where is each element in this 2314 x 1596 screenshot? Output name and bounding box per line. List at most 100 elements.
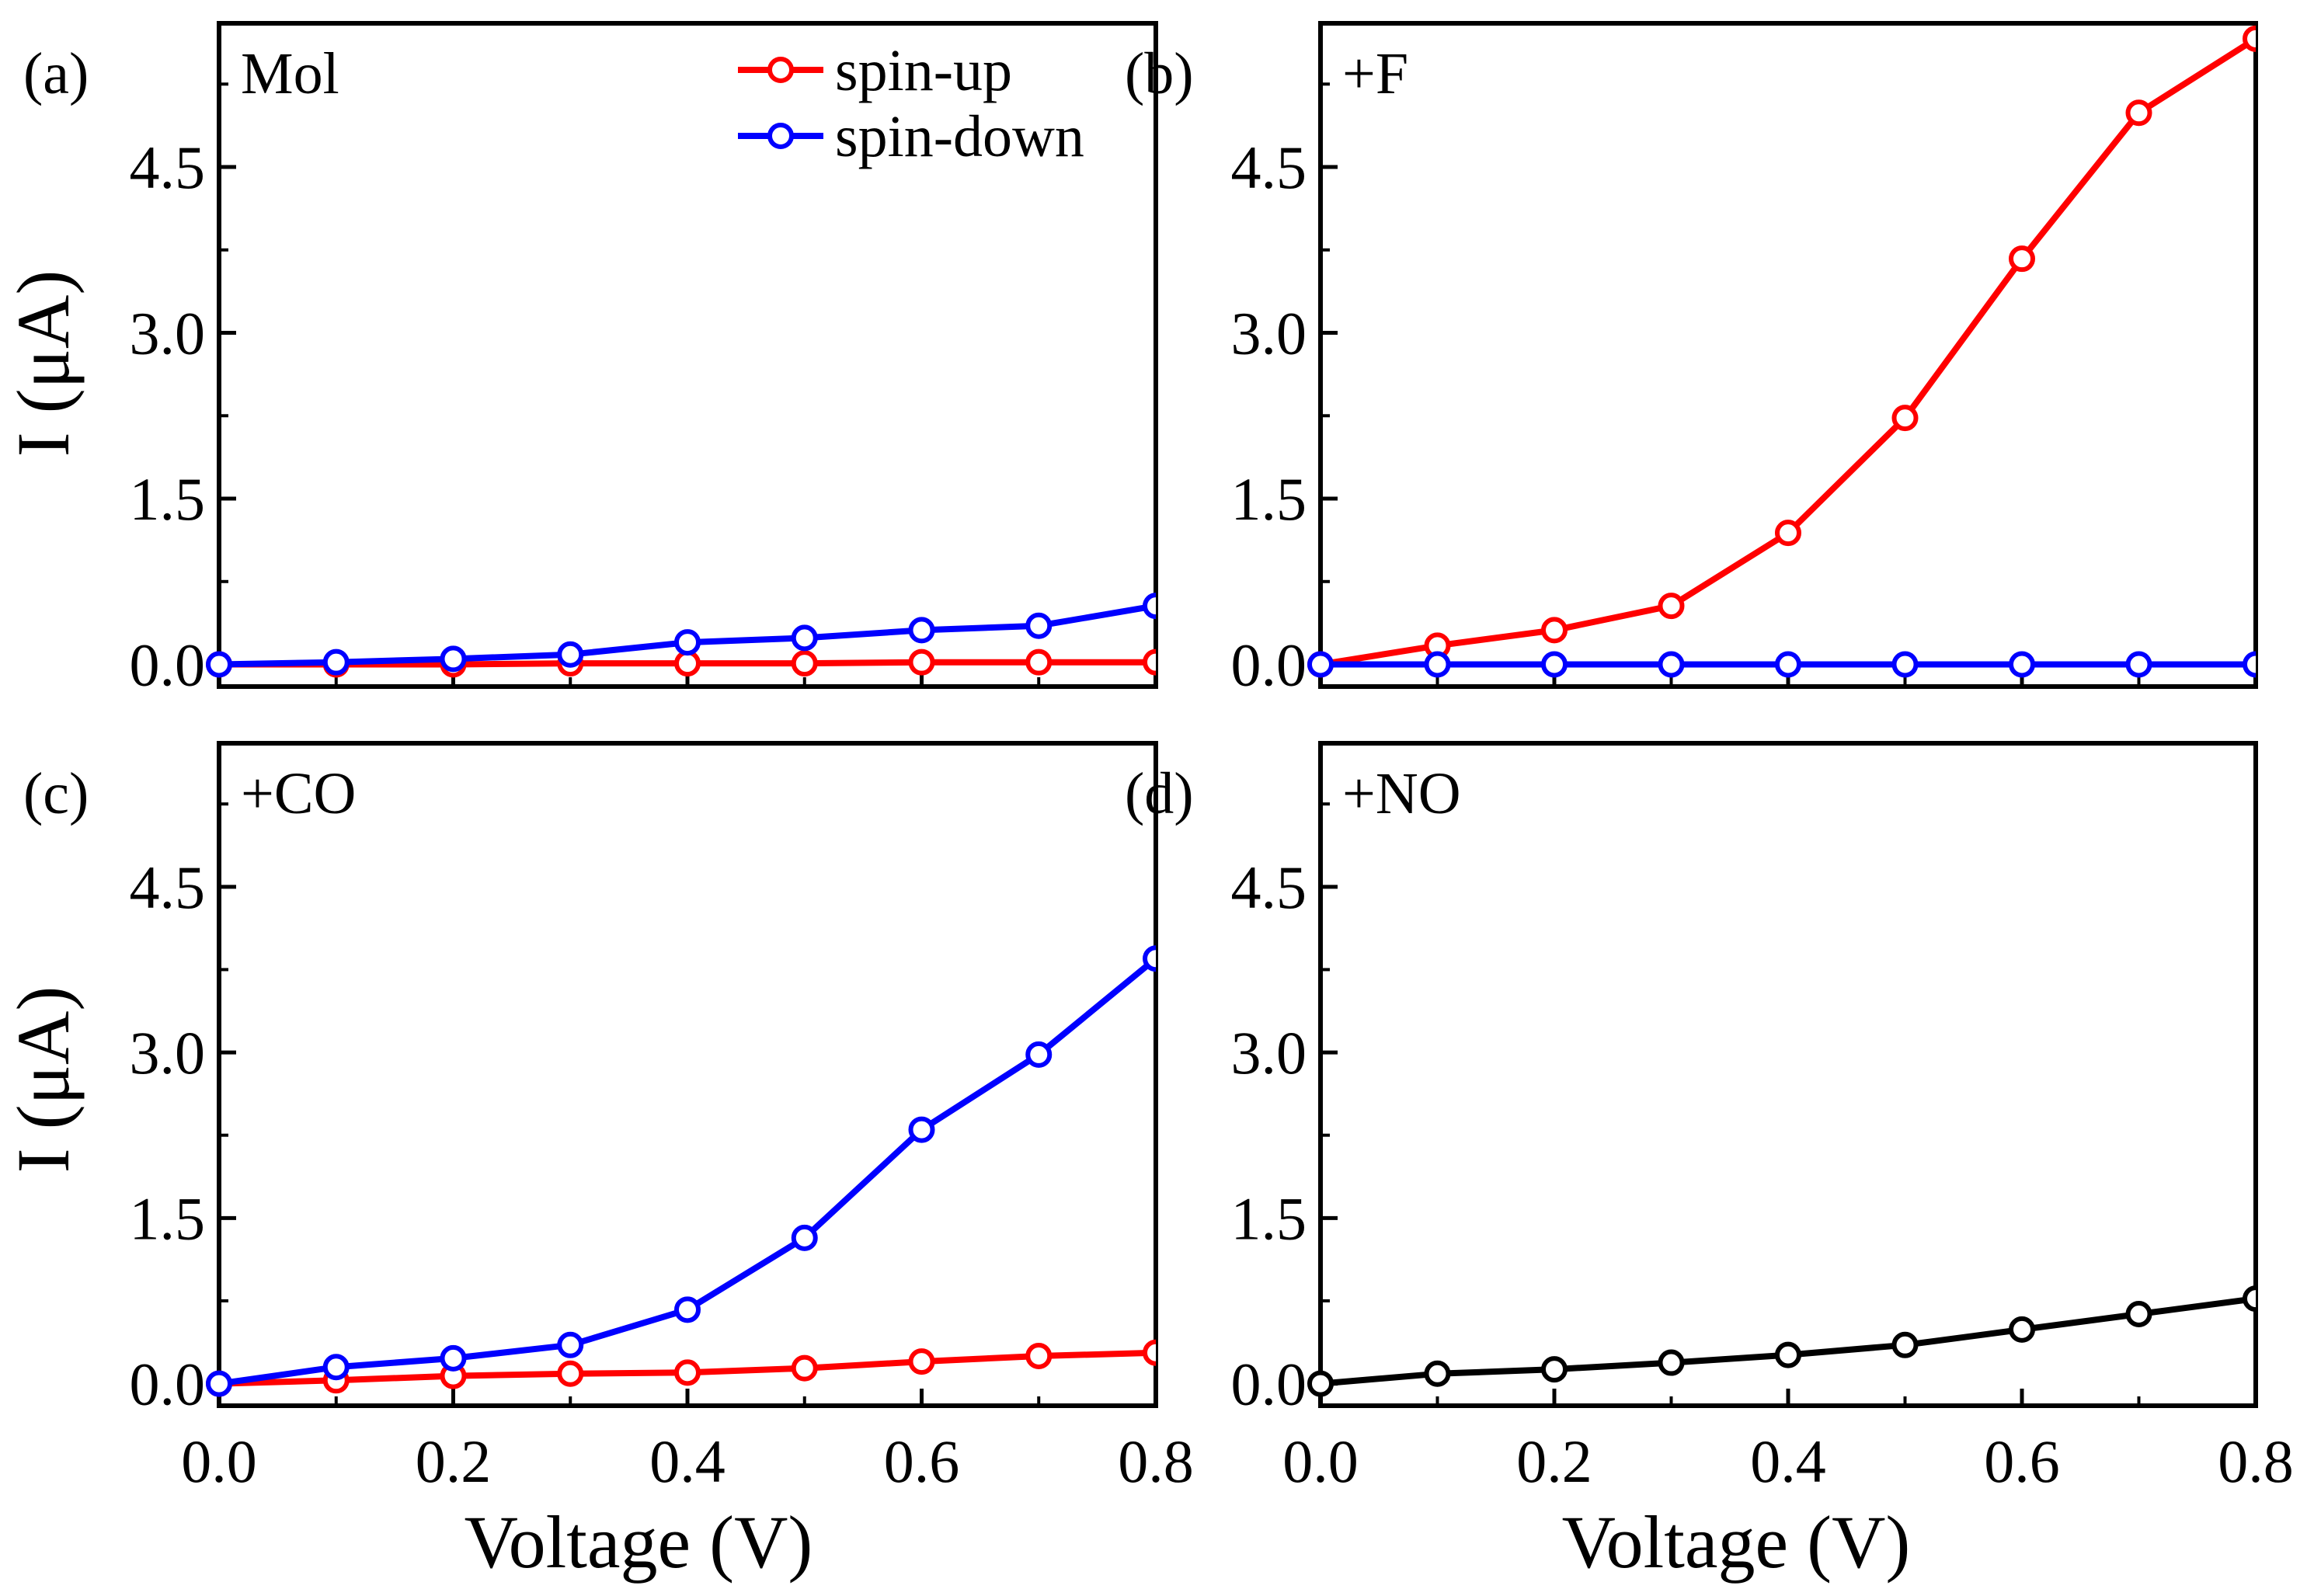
data-point-total-d-4 [1775,1341,1801,1368]
panel-letter-b: (b) [1125,41,1194,106]
panel-letter-d: (d) [1125,761,1194,826]
y-tick-label-c-3: 4.5 [130,854,206,921]
y-tick-label-d-2: 3.0 [1231,1019,1307,1087]
legend: spin-up spin-down [738,38,1084,169]
data-point-spin-down-c-0 [206,1370,232,1397]
data-point-spin-down-a-5 [791,624,818,652]
data-point-spin-down-c-6 [908,1116,935,1143]
data-point-spin-down-b-8 [2243,651,2256,678]
legend-spin-down-marker [767,123,794,149]
data-point-spin-down-a-7 [1025,612,1053,639]
data-point-total-d-7 [2125,1301,2152,1328]
data-point-spin-up-c-7 [1025,1343,1053,1370]
data-point-spin-down-a-6 [908,617,935,644]
x-tick-label-c-0: 0.0 [181,1427,257,1495]
data-point-spin-down-a-8 [1143,593,1156,620]
data-point-spin-down-c-3 [557,1331,584,1358]
x-tick-label-d-0: 0.0 [1282,1427,1359,1495]
data-point-spin-up-a-8 [1143,648,1156,676]
series-spin-down-c [206,945,1156,1397]
y-tick-label-b-3: 4.5 [1231,134,1307,201]
data-point-spin-up-b-6 [2009,245,2035,273]
panel-b: 0.0 1.5 3.0 4.5 (b) +F [1125,21,2258,699]
y-tick-label-a-3: 4.5 [130,134,206,201]
data-point-total-d-5 [1891,1331,1919,1358]
y-tick-label-c-1: 1.5 [130,1184,206,1252]
y-tick-label-a-2: 3.0 [130,300,206,367]
panel-c: 0.0 1.5 3.0 4.5 0.0 0.2 0.4 0.6 0.8 (c) +CO [23,741,1194,1495]
data-point-spin-up-c-3 [557,1360,584,1387]
x-axis-title-right: Voltage (V) [1562,1500,1911,1584]
data-point-spin-down-b-6 [2009,651,2035,678]
data-point-spin-up-b-8 [2243,25,2256,52]
data-point-spin-down-b-7 [2125,651,2152,678]
panel-letter-c: (c) [23,761,89,826]
y-tick-label-a-1: 1.5 [130,465,206,533]
legend-spin-up-marker [767,57,794,83]
legend-spin-up-label: spin-up [835,38,1012,103]
y-tick-label-b-0: 0.0 [1231,631,1307,699]
panel-d: 0.0 1.5 3.0 4.5 0.0 0.2 0.4 0.6 0.8 (d) +NO [1125,741,2294,1495]
data-point-total-d-2 [1541,1356,1568,1383]
data-point-spin-down-c-1 [322,1354,350,1381]
data-point-total-d-1 [1424,1360,1451,1387]
series-total-d [1307,1285,2256,1397]
panel-title-a: Mol [241,41,339,106]
plot-frame-b [1318,21,2258,689]
data-point-spin-up-a-7 [1025,648,1053,676]
data-point-spin-up-c-5 [791,1354,818,1382]
data-point-spin-down-c-8 [1143,945,1156,972]
data-point-spin-down-b-3 [1658,651,1685,678]
y-tick-label-d-1: 1.5 [1231,1184,1307,1252]
panel-title-b: +F [1342,41,1408,106]
data-point-spin-down-a-4 [674,629,701,656]
panel-title-d: +NO [1342,761,1461,826]
data-point-spin-down-a-1 [322,648,350,676]
y-axis-title-top: I (μA) [2,270,85,457]
data-point-spin-up-b-2 [1541,617,1568,644]
data-point-spin-down-b-1 [1424,651,1451,678]
x-tick-label-d-1: 0.2 [1516,1427,1592,1495]
data-point-spin-up-b-3 [1658,593,1685,620]
data-point-spin-down-a-2 [440,645,467,673]
y-tick-label-b-2: 3.0 [1231,300,1307,367]
data-point-spin-up-c-6 [908,1348,935,1375]
panel-a: 0.0 1.5 3.0 4.5 (a) Mol [23,21,1158,699]
series-spin-down-b [1307,651,2256,678]
x-tick-label-d-2: 0.4 [1750,1427,1826,1495]
data-point-spin-down-b-0 [1307,651,1334,678]
x-tick-label-d-4: 0.8 [2218,1427,2294,1495]
series-line-spin-up-b [1320,36,2256,668]
data-point-total-d-8 [2243,1285,2256,1313]
y-tick-label-b-1: 1.5 [1231,465,1307,533]
panel-letter-a: (a) [23,41,89,106]
data-point-spin-down-a-3 [557,641,584,668]
y-axis-title-bottom: I (μA) [2,986,85,1174]
series-spin-up-b [1307,25,2256,678]
data-point-total-d-6 [2009,1316,2035,1343]
data-point-total-d-0 [1307,1370,1334,1397]
data-point-spin-up-c-4 [674,1359,701,1386]
x-tick-label-c-1: 0.2 [416,1427,492,1495]
data-point-spin-up-a-5 [791,650,818,677]
legend-spin-down-label: spin-down [835,104,1084,169]
y-tick-label-a-0: 0.0 [130,631,206,699]
data-point-total-d-3 [1658,1349,1685,1376]
x-tick-label-c-3: 0.6 [884,1427,960,1495]
x-axis-title-left: Voltage (V) [465,1500,813,1584]
data-point-spin-up-a-6 [908,648,935,676]
plot-frame-d [1318,741,2258,1408]
y-tick-label-d-3: 4.5 [1231,854,1307,921]
x-tick-label-c-4: 0.8 [1118,1427,1194,1495]
data-point-spin-down-c-2 [440,1344,467,1372]
data-point-spin-up-c-8 [1143,1339,1156,1366]
panel-title-c: +CO [241,761,356,826]
data-point-spin-down-c-7 [1025,1041,1053,1068]
data-point-spin-up-b-7 [2125,99,2152,127]
data-point-spin-down-c-5 [791,1224,818,1251]
data-point-spin-down-a-0 [206,651,232,678]
series-spin-down-a [206,593,1156,678]
x-tick-label-c-2: 0.4 [649,1427,726,1495]
series-line-total-d [1320,1295,2256,1387]
